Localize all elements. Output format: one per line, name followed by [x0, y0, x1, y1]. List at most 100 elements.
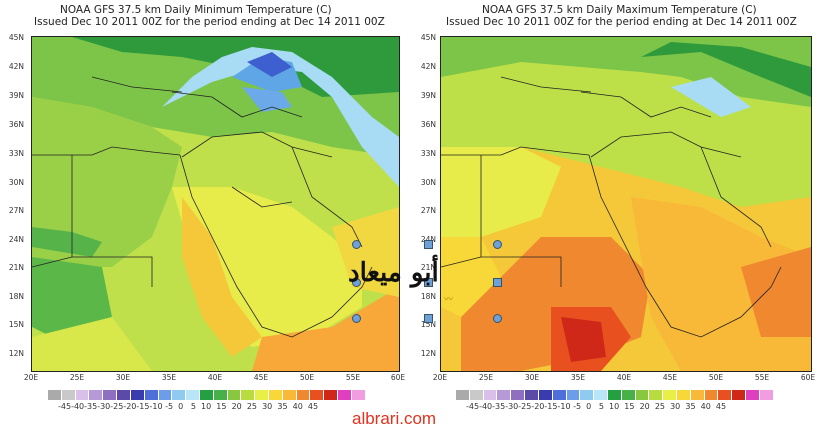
- colorbar-swatch: [241, 390, 256, 400]
- colorbar-swatch: [732, 390, 747, 400]
- colorbar-swatch: [566, 390, 581, 400]
- lat-label: 33N: [8, 149, 24, 158]
- colorbar-swatch: [199, 390, 214, 400]
- colorbar-swatch: [483, 390, 498, 400]
- left-map: [31, 36, 400, 372]
- lon-label: 60E: [390, 373, 406, 382]
- colorbar-swatch: [704, 390, 719, 400]
- colorbar-swatch: [117, 390, 131, 400]
- colorbar-swatch: [158, 390, 173, 400]
- location-marker: [424, 240, 433, 249]
- colorbar-swatch: [525, 390, 539, 400]
- lon-label: 40E: [616, 373, 632, 382]
- max-temp-map-graphic: [441, 37, 811, 371]
- location-marker: [424, 314, 433, 323]
- lat-label: 42N: [420, 62, 436, 71]
- location-marker: [352, 240, 361, 249]
- right-map: [440, 36, 812, 372]
- lat-label: 18N: [420, 292, 436, 301]
- colorbar-swatch: [296, 390, 311, 400]
- colorbar-swatch: [351, 390, 366, 400]
- colorbar-swatch: [227, 390, 242, 400]
- lat-label: 24N: [8, 235, 24, 244]
- colorbar-swatch: [130, 390, 145, 400]
- lon-label: 35E: [570, 373, 586, 382]
- colorbar-swatch: [172, 390, 187, 400]
- colorbar-swatch: [324, 390, 339, 400]
- colorbar-swatch: [497, 390, 512, 400]
- lon-label: 25E: [69, 373, 85, 382]
- colorbar-swatch: [144, 390, 159, 400]
- left-colorbar: [48, 390, 366, 400]
- colorbar-swatch: [186, 390, 200, 400]
- colorbar-swatch: [103, 390, 118, 400]
- colorbar-swatch: [621, 390, 636, 400]
- colorbar-swatch: [338, 390, 352, 400]
- min-temp-panel: NOAA GFS 37.5 km Daily Minimum Temperatu…: [0, 0, 405, 429]
- colorbar-swatch: [759, 390, 774, 400]
- lat-label: 21N: [8, 263, 24, 272]
- right-colorbar-labels: -45-40-35-30-25-20-15-10 -5 0 5 10 15 20…: [466, 402, 727, 411]
- site-footer[interactable]: albrari.com: [352, 409, 437, 428]
- colorbar-swatch: [269, 390, 283, 400]
- left-title: NOAA GFS 37.5 km Daily Minimum Temperatu…: [60, 4, 332, 16]
- lon-label: 30E: [115, 373, 131, 382]
- min-temp-map-graphic: [32, 37, 399, 371]
- lat-label: 18N: [8, 292, 24, 301]
- lon-label: 50E: [299, 373, 315, 382]
- colorbar-swatch: [607, 390, 622, 400]
- lon-label: 40E: [207, 373, 223, 382]
- colorbar-swatch: [48, 390, 62, 400]
- right-colorbar: [456, 390, 774, 400]
- lat-label: 39N: [8, 91, 24, 100]
- lat-label: 30N: [420, 178, 436, 187]
- colorbar-swatch: [746, 390, 760, 400]
- location-marker: [424, 278, 433, 287]
- lat-label: 12N: [420, 349, 436, 358]
- colorbar-swatch: [580, 390, 595, 400]
- colorbar-swatch: [718, 390, 733, 400]
- colorbar-swatch: [213, 390, 228, 400]
- colorbar-swatch: [282, 390, 297, 400]
- lat-label: 33N: [420, 149, 436, 158]
- right-subtitle: Issued Dec 10 2011 00Z for the period en…: [446, 16, 797, 28]
- lon-label: 55E: [345, 373, 361, 382]
- colorbar-swatch: [552, 390, 567, 400]
- lat-label: 42N: [8, 62, 24, 71]
- watermark-text: أبو ميعاد: [348, 258, 439, 288]
- colorbar-swatch: [89, 390, 104, 400]
- max-temp-panel: NOAA GFS 37.5 km Daily Maximum Temperatu…: [412, 0, 815, 429]
- lon-label: 55E: [754, 373, 770, 382]
- lon-label: 45E: [662, 373, 678, 382]
- lat-label: 27N: [8, 206, 24, 215]
- location-marker: [493, 278, 502, 287]
- lon-label: 25E: [478, 373, 494, 382]
- colorbar-swatch: [61, 390, 76, 400]
- colorbar-swatch: [663, 390, 677, 400]
- watermark-underline-icon: 〰: [444, 295, 454, 305]
- lat-label: 45N: [8, 33, 24, 42]
- right-title: NOAA GFS 37.5 km Daily Maximum Temperatu…: [482, 4, 757, 16]
- left-colorbar-labels: -45-40-35-30-25-20-15-10 -5 0 5 10 15 20…: [58, 402, 319, 411]
- colorbar-swatch: [690, 390, 705, 400]
- lat-label: 36N: [420, 120, 436, 129]
- lon-label: 30E: [524, 373, 540, 382]
- location-marker: [493, 314, 502, 323]
- lat-label: 24N: [416, 235, 436, 244]
- colorbar-swatch: [310, 390, 325, 400]
- lat-label: 45N: [420, 33, 436, 42]
- left-subtitle: Issued Dec 10 2011 00Z for the period en…: [34, 16, 385, 28]
- colorbar-swatch: [469, 390, 484, 400]
- colorbar-swatch: [538, 390, 553, 400]
- lat-label: 39N: [420, 91, 436, 100]
- colorbar-swatch: [594, 390, 608, 400]
- colorbar-swatch: [635, 390, 650, 400]
- colorbar-swatch: [456, 390, 470, 400]
- lat-label: 30N: [8, 178, 24, 187]
- colorbar-swatch: [649, 390, 664, 400]
- lon-label: 35E: [161, 373, 177, 382]
- lat-label: 21N: [420, 263, 436, 272]
- location-marker: [352, 278, 361, 287]
- lon-label: 50E: [708, 373, 724, 382]
- lat-label: 15N: [420, 320, 436, 329]
